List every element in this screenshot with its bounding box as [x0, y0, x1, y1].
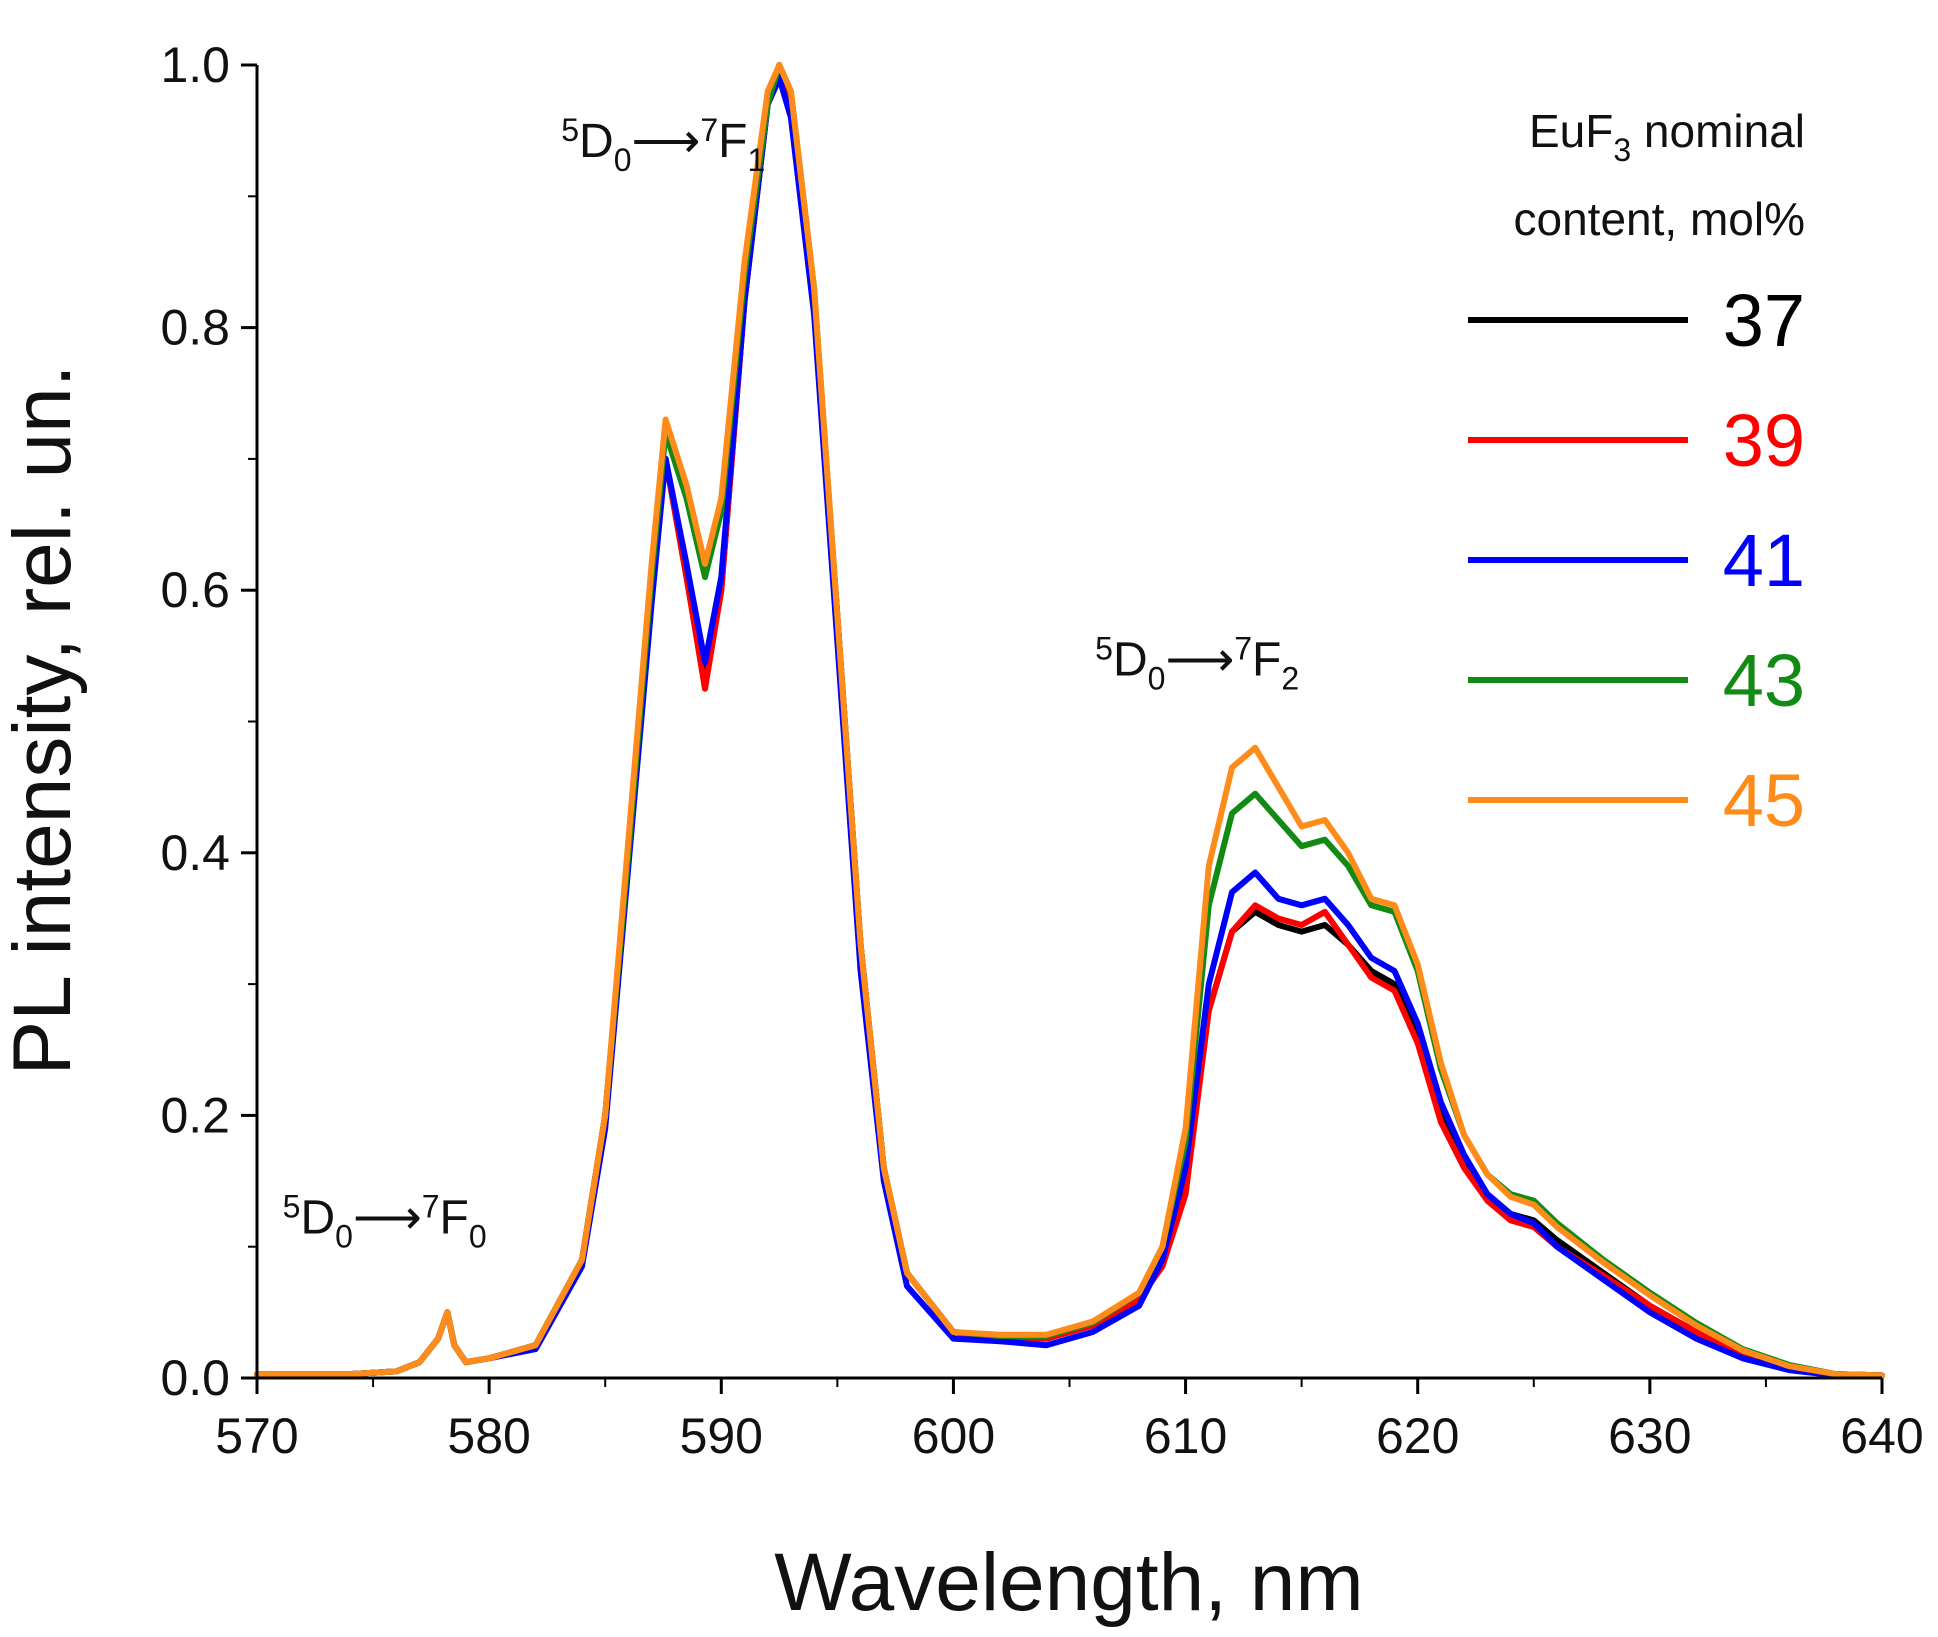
y-tick-label-0.6: 0.6	[160, 562, 230, 618]
series-line-45	[254, 62, 1885, 1379]
axes	[255, 65, 1882, 1380]
legend-label-37: 37	[1723, 279, 1805, 362]
legend-label-43: 43	[1723, 639, 1805, 722]
y-tick-label-1: 1.0	[160, 37, 230, 93]
transition-annotations: 5D0⟶7F0 5D0⟶7F1 5D0⟶7F2	[283, 112, 1300, 1255]
x-tick-label-590: 590	[680, 1408, 763, 1464]
legend-title-line1: EuF3 nominal	[1529, 105, 1805, 168]
x-tick-label-600: 600	[912, 1408, 995, 1464]
y-tick-label-0.2: 0.2	[160, 1087, 230, 1143]
series-line-37	[254, 62, 1885, 1379]
x-tick-label-580: 580	[447, 1408, 530, 1464]
annotation-f0: 5D0⟶7F0	[283, 1189, 487, 1255]
legend-label-45: 45	[1723, 759, 1805, 842]
series-line-43	[254, 62, 1885, 1379]
legend: EuF3 nominal content, mol% 37 39 41 43 45	[1468, 105, 1805, 842]
y-tick-label-0.4: 0.4	[160, 825, 230, 881]
annotation-f1: 5D0⟶7F1	[561, 112, 765, 178]
y-axis-title: PL intensity, rel. un.	[0, 364, 88, 1075]
y-ticks: 0.0 0.2 0.4 0.6 0.8 1.0	[160, 37, 257, 1406]
y-tick-label-0: 0.0	[160, 1350, 230, 1406]
legend-title-line2: content, mol%	[1514, 193, 1805, 245]
series-line-39	[254, 75, 1885, 1379]
series-line-41	[254, 75, 1885, 1379]
x-tick-label-640: 640	[1840, 1408, 1923, 1464]
x-tick-label-610: 610	[1144, 1408, 1227, 1464]
y-tick-label-0.8: 0.8	[160, 300, 230, 356]
x-tick-label-620: 620	[1376, 1408, 1459, 1464]
x-tick-label-570: 570	[215, 1408, 298, 1464]
annotation-f2: 5D0⟶7F2	[1095, 631, 1299, 697]
legend-entries: 37 39 41 43 45	[1468, 279, 1805, 842]
spectra-curves	[254, 62, 1885, 1379]
x-tick-label-630: 630	[1608, 1408, 1691, 1464]
x-ticks: 570 580 590 600 610 620 630 640	[215, 1378, 1924, 1464]
legend-label-39: 39	[1723, 399, 1805, 482]
x-axis-title: Wavelength, nm	[774, 1537, 1363, 1628]
legend-label-41: 41	[1723, 519, 1805, 602]
